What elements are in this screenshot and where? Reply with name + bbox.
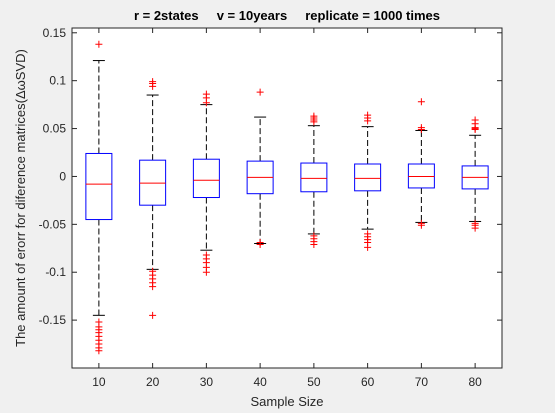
outlier-marker xyxy=(202,268,210,276)
outlier-marker xyxy=(256,88,264,96)
box-group xyxy=(354,111,382,251)
box-series xyxy=(85,40,489,355)
box-group xyxy=(139,78,167,319)
outlier-marker xyxy=(364,117,372,125)
outlier-marker xyxy=(256,240,264,248)
x-tick-label: 70 xyxy=(415,375,429,389)
outlier-marker xyxy=(310,118,318,126)
iqr-box xyxy=(300,162,328,193)
box-group xyxy=(300,112,328,248)
x-axis-label: Sample Size xyxy=(251,394,324,409)
x-tick-label: 80 xyxy=(468,375,482,389)
y-tick-label: -0.05 xyxy=(39,217,67,231)
x-tick-label: 30 xyxy=(200,375,214,389)
box-group xyxy=(461,116,489,232)
outlier-marker xyxy=(202,99,210,107)
box-group xyxy=(192,90,220,276)
box-group xyxy=(246,88,274,248)
box-group xyxy=(407,98,435,229)
x-axis-ticks: 10 20 30 40 50 60 70 80 xyxy=(92,28,482,389)
outlier-marker xyxy=(149,82,157,90)
iqr-box xyxy=(354,163,382,192)
y-tick-label: 0.1 xyxy=(49,74,66,88)
x-tick-label: 50 xyxy=(307,375,321,389)
y-tick-label: 0 xyxy=(59,169,66,183)
x-tick-label: 10 xyxy=(92,375,106,389)
iqr-box xyxy=(192,158,220,199)
outlier-marker xyxy=(417,221,425,229)
y-tick-label: -0.1 xyxy=(45,265,66,279)
plot-area xyxy=(71,27,503,369)
y-tick-label: 0.05 xyxy=(43,122,67,136)
y-axis-label: The amount of erorr for diference matric… xyxy=(13,49,28,347)
chart-title: r = 2states v = 10years replicate = 1000… xyxy=(134,8,440,23)
iqr-box xyxy=(85,152,113,221)
outlier-marker xyxy=(417,98,425,106)
x-tick-label: 60 xyxy=(361,375,375,389)
outlier-marker xyxy=(149,311,157,319)
x-tick-label: 20 xyxy=(146,375,160,389)
outlier-marker xyxy=(417,126,425,134)
y-axis-ticks: -0.15 -0.1 -0.05 0 0.05 0.1 0.15 xyxy=(39,26,502,327)
outlier-marker xyxy=(95,40,103,48)
box-group xyxy=(85,40,113,355)
outlier-marker xyxy=(95,347,103,355)
y-tick-label: 0.15 xyxy=(43,26,67,40)
outlier-marker xyxy=(471,126,479,134)
x-tick-label: 40 xyxy=(253,375,267,389)
outlier-marker xyxy=(471,224,479,232)
outlier-marker xyxy=(364,243,372,251)
outlier-marker xyxy=(310,240,318,248)
y-tick-label: -0.15 xyxy=(39,313,67,327)
outlier-marker xyxy=(149,283,157,291)
